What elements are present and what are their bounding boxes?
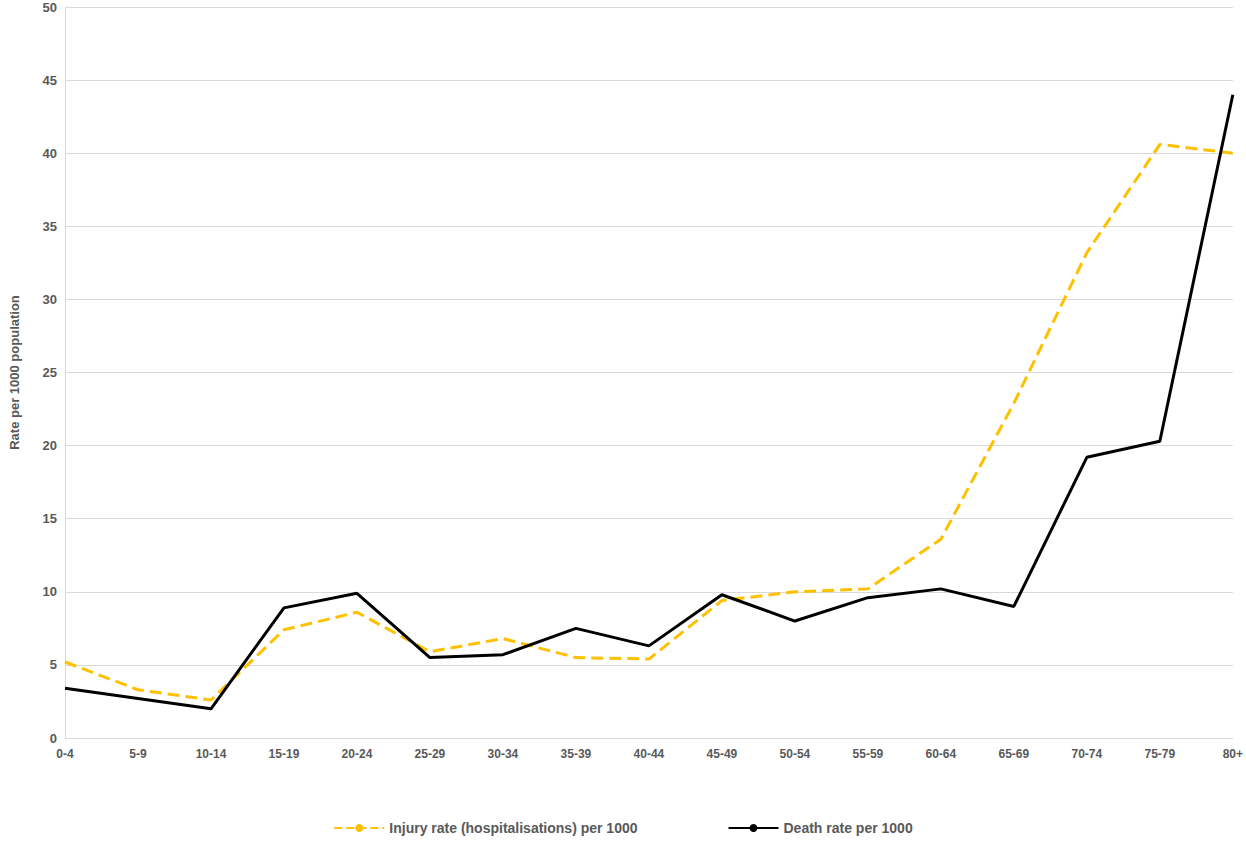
svg-text:45-49: 45-49 (707, 747, 738, 761)
svg-text:55-59: 55-59 (853, 747, 884, 761)
svg-text:75-79: 75-79 (1144, 747, 1175, 761)
svg-text:Rate per 1000 population: Rate per 1000 population (7, 295, 22, 450)
svg-text:50: 50 (43, 0, 57, 15)
svg-text:30-34: 30-34 (488, 747, 519, 761)
svg-text:10-14: 10-14 (196, 747, 227, 761)
svg-text:25-29: 25-29 (415, 747, 446, 761)
svg-text:80+: 80+ (1223, 747, 1243, 761)
svg-text:35-39: 35-39 (561, 747, 592, 761)
svg-text:Injury rate (hospitalisations): Injury rate (hospitalisations) per 1000 (389, 820, 637, 836)
svg-text:50-54: 50-54 (780, 747, 811, 761)
svg-text:30: 30 (43, 292, 57, 307)
svg-text:25: 25 (43, 365, 57, 380)
svg-text:45: 45 (43, 73, 57, 88)
svg-text:70-74: 70-74 (1071, 747, 1102, 761)
svg-text:20: 20 (43, 438, 57, 453)
svg-text:15-19: 15-19 (269, 747, 300, 761)
svg-text:40: 40 (43, 146, 57, 161)
svg-text:65-69: 65-69 (999, 747, 1030, 761)
svg-text:10: 10 (43, 584, 57, 599)
svg-text:60-64: 60-64 (926, 747, 957, 761)
svg-text:15: 15 (43, 511, 57, 526)
svg-text:35: 35 (43, 219, 57, 234)
svg-text:40-44: 40-44 (634, 747, 665, 761)
svg-text:0-4: 0-4 (56, 747, 74, 761)
svg-text:Death rate per 1000: Death rate per 1000 (784, 820, 913, 836)
svg-text:5: 5 (50, 657, 57, 672)
svg-text:0: 0 (50, 731, 57, 746)
svg-text:5-9: 5-9 (129, 747, 147, 761)
svg-text:20-24: 20-24 (342, 747, 373, 761)
